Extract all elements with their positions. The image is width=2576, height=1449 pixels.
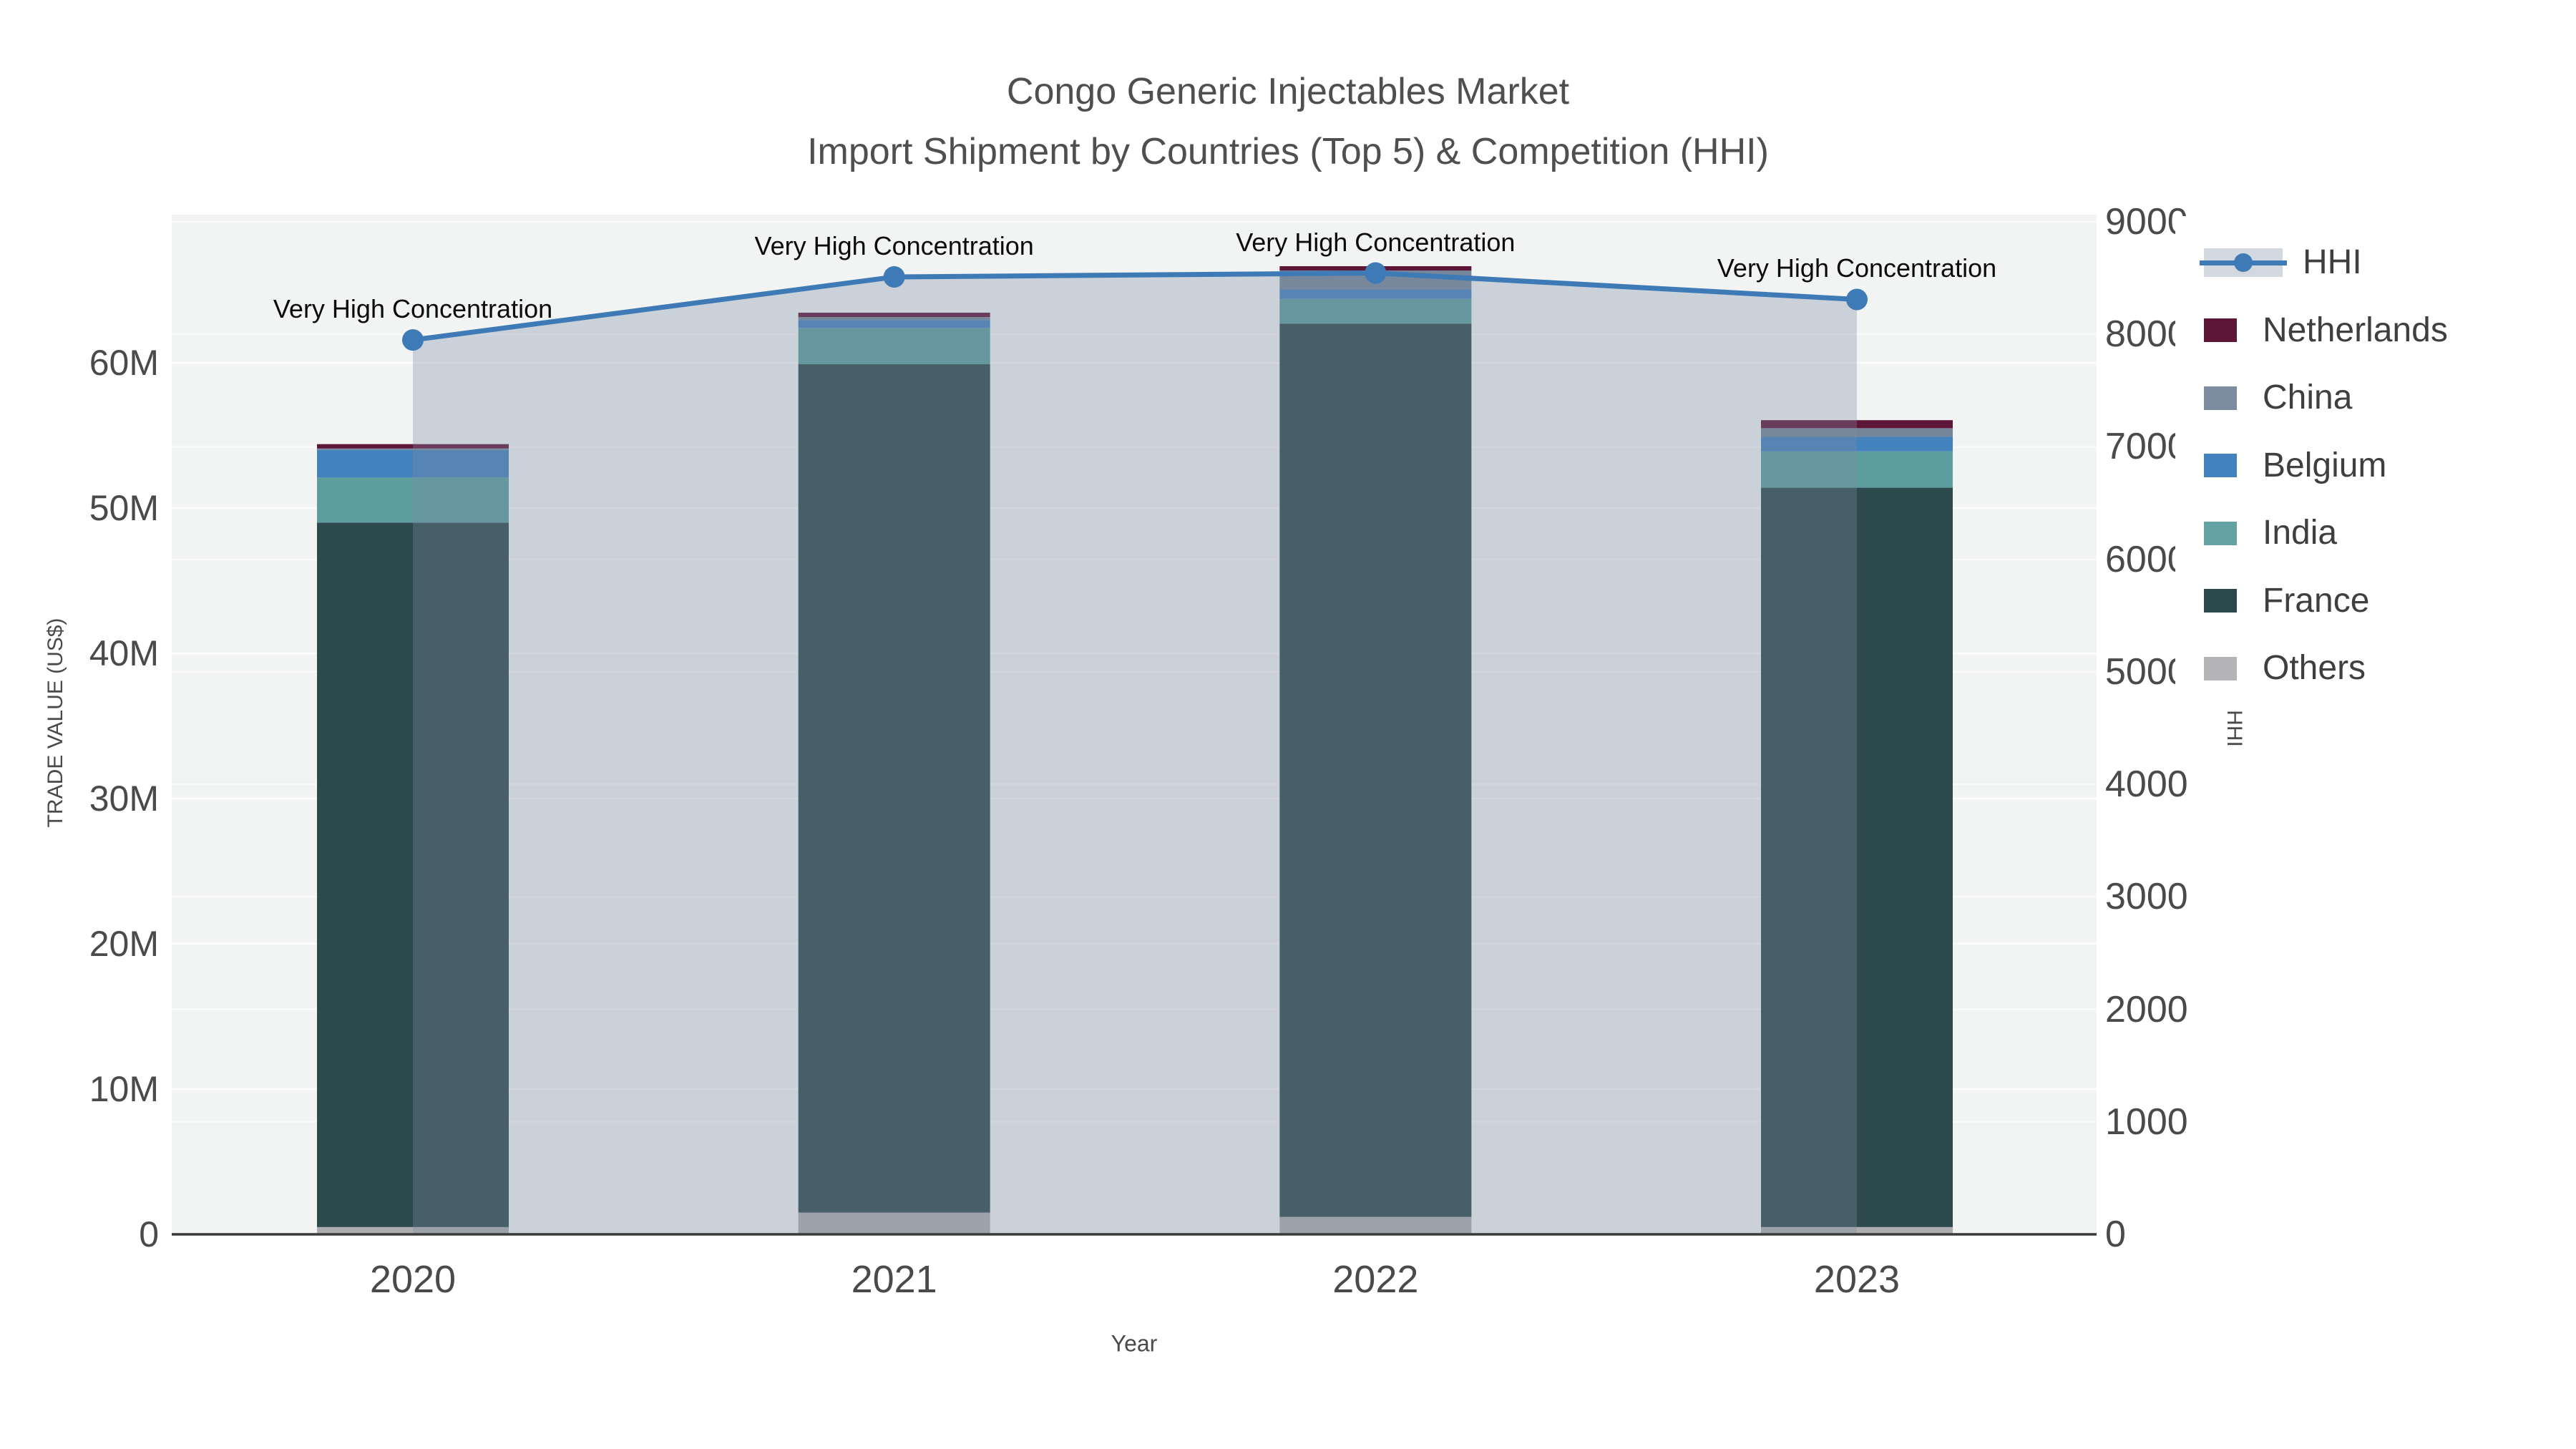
hhi-marker-2023 xyxy=(1846,288,1868,311)
legend-item-others[interactable]: Others xyxy=(2204,647,2366,690)
legend-label: Others xyxy=(2263,649,2366,687)
hhi-marker-2022 xyxy=(1365,262,1387,284)
bar-segment-netherlands-2020 xyxy=(317,444,509,449)
y-right-tick-label-1000: 1000 xyxy=(2105,1101,2188,1143)
legend-label: China xyxy=(2263,379,2353,416)
bar-segment-belgium-2021 xyxy=(798,320,990,328)
annotation-2020: Very High Concentration xyxy=(273,294,553,324)
y-left-tick-label-40M: 40M xyxy=(89,633,159,673)
bar-segment-india-2022 xyxy=(1279,298,1472,324)
x-tick-label-2021: 2021 xyxy=(851,1258,937,1301)
bar-segment-others-2021 xyxy=(798,1212,990,1234)
y-right-tick-label-5000: 5000 xyxy=(2105,650,2188,693)
y-right-tick-label-4000: 4000 xyxy=(2105,763,2188,806)
annotation-2021: Very High Concentration xyxy=(754,231,1034,261)
chart-title-line2: Import Shipment by Countries (Top 5) & C… xyxy=(807,131,1769,172)
legend-label: India xyxy=(2263,514,2338,552)
bar-segment-india-2023 xyxy=(1761,451,1953,488)
bar-segment-india-2021 xyxy=(798,328,990,365)
bar-segment-netherlands-2021 xyxy=(798,312,990,318)
bar-segment-belgium-2020 xyxy=(317,449,509,478)
legend-item-netherlands[interactable]: Netherlands xyxy=(2204,309,2448,352)
bar-segment-france-2021 xyxy=(798,364,990,1213)
bar-segment-france-2020 xyxy=(317,522,509,1227)
y-left-tick-label-50M: 50M xyxy=(89,488,159,528)
y-right-tick-label-7000: 7000 xyxy=(2105,426,2188,468)
annotation-2023: Very High Concentration xyxy=(1717,253,1997,283)
legend-item-france[interactable]: France xyxy=(2204,580,2369,623)
legend-item-china[interactable]: China xyxy=(2204,376,2352,419)
legend-item-hhi[interactable]: HHI xyxy=(2200,241,2362,284)
y-left-tick-label-20M: 20M xyxy=(89,924,159,964)
y-left-tick-label-30M: 30M xyxy=(89,779,159,819)
y-right-tick-label-9000: 9000 xyxy=(2105,201,2188,243)
legend-item-belgium[interactable]: Belgium xyxy=(2204,444,2386,487)
bar-segment-france-2023 xyxy=(1761,487,1953,1227)
annotation-2022: Very High Concentration xyxy=(1236,227,1516,257)
x-tick-label-2023: 2023 xyxy=(1813,1258,1901,1301)
bar-segment-china-2021 xyxy=(798,317,990,321)
y-right-tick-label-6000: 6000 xyxy=(2105,538,2188,580)
legend: HHI Netherlands China Belgium India France Oth… xyxy=(2175,216,2576,710)
x-tick-label-2020: 2020 xyxy=(369,1258,457,1301)
bar-segment-others-2022 xyxy=(1279,1216,1472,1234)
x-axis-title: Year xyxy=(1111,1330,1158,1357)
bar-segment-others-2020 xyxy=(317,1226,509,1234)
legend-swatch-others-icon xyxy=(2204,656,2237,680)
chart-title-line1: Congo Generic Injectables Market xyxy=(1006,71,1570,112)
x-tick-label-2022: 2022 xyxy=(1332,1258,1419,1301)
bar-segment-others-2023 xyxy=(1761,1226,1953,1234)
legend-label: Netherlands xyxy=(2263,311,2448,349)
legend-label: Belgium xyxy=(2263,446,2387,484)
hhi-legend-sample-icon xyxy=(2200,248,2287,277)
y-left-tick-label-10M: 10M xyxy=(89,1069,159,1109)
bar-segment-belgium-2022 xyxy=(1279,289,1472,299)
legend-label: HHI xyxy=(2303,243,2362,281)
bar-segment-belgium-2023 xyxy=(1761,436,1953,452)
y-left-axis-title: TRADE VALUE (US$) xyxy=(44,618,67,828)
legend-swatch-india-icon xyxy=(2204,521,2237,545)
hhi-area-fill xyxy=(413,273,1858,1234)
legend-swatch-belgium-icon xyxy=(2204,454,2237,477)
bar-segment-france-2022 xyxy=(1279,323,1472,1217)
hhi-legend-marker-icon xyxy=(2234,253,2253,272)
y-right-tick-label-0: 0 xyxy=(2105,1214,2126,1255)
y-right-axis-title: HHI xyxy=(2223,710,2246,747)
bar-segment-china-2023 xyxy=(1761,428,1953,437)
y-right-tick-label-8000: 8000 xyxy=(2105,313,2188,356)
legend-swatch-china-icon xyxy=(2204,386,2237,410)
y-right-tick-label-3000: 3000 xyxy=(2105,876,2188,918)
y-left-tick-label-60M: 60M xyxy=(89,343,159,383)
bar-segment-india-2020 xyxy=(317,477,509,523)
y-right-tick-label-2000: 2000 xyxy=(2105,988,2188,1030)
hhi-line xyxy=(412,270,1858,343)
hhi-marker-2020 xyxy=(402,329,424,351)
legend-item-india[interactable]: India xyxy=(2204,512,2337,555)
legend-swatch-netherlands-icon xyxy=(2204,318,2237,342)
legend-swatch-france-icon xyxy=(2204,589,2237,613)
hhi-marker-2021 xyxy=(883,266,905,288)
y-left-tick-label-0: 0 xyxy=(139,1214,159,1254)
bar-segment-netherlands-2023 xyxy=(1761,420,1953,429)
bar-segment-china-2020 xyxy=(317,448,509,450)
legend-label: France xyxy=(2263,581,2370,620)
